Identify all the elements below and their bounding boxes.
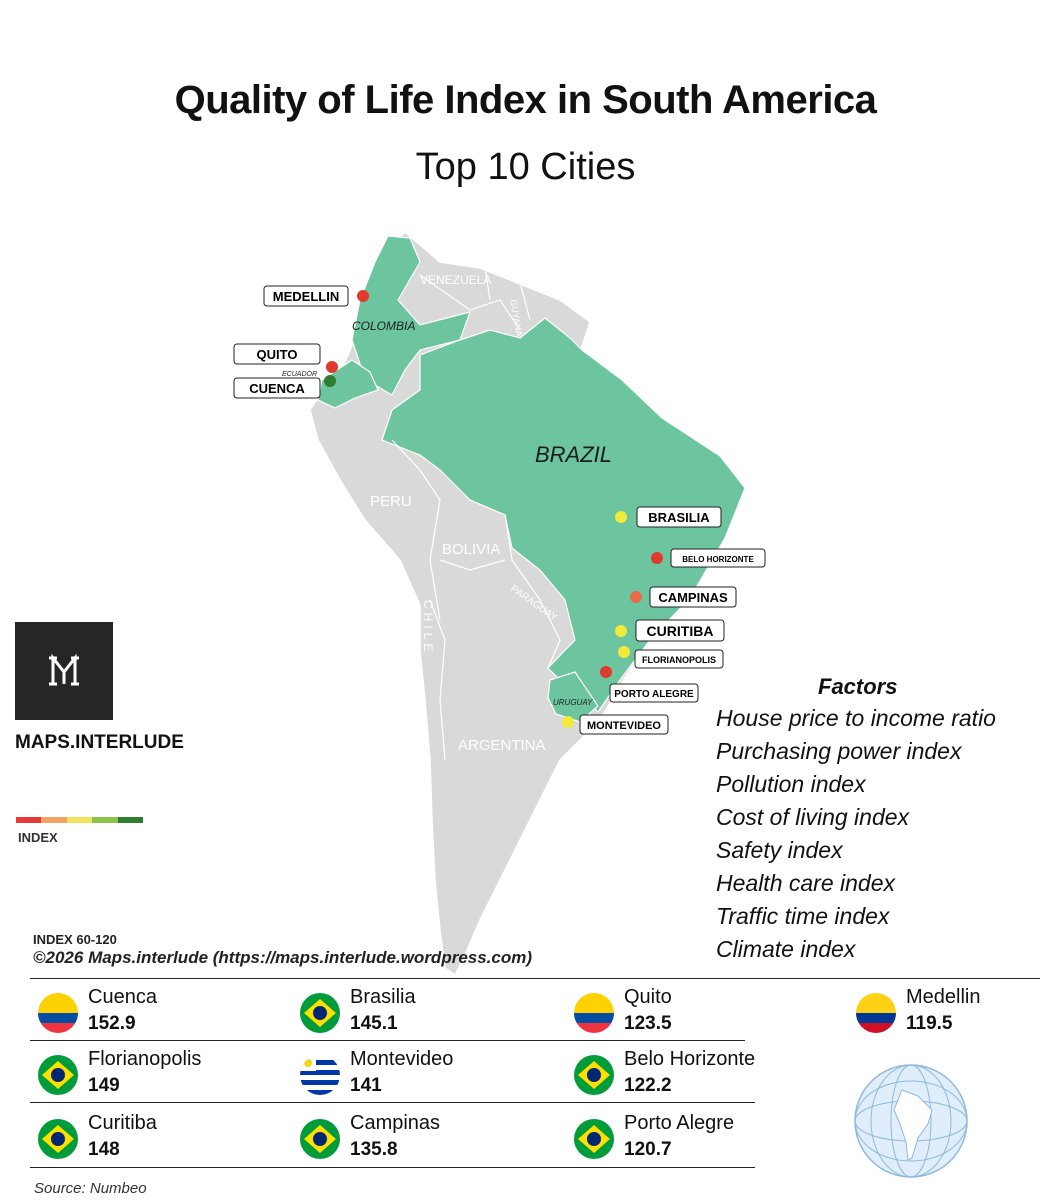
page-subtitle: Top 10 Cities: [415, 146, 636, 188]
south-america-map: VENEZUELA GUYANA COLOMBIA ECUADOR BRAZIL…: [233, 230, 766, 977]
svg-text:CAMPINAS: CAMPINAS: [658, 590, 728, 605]
brazil-flag-icon: [574, 1119, 614, 1159]
city-dot-cuenca: [324, 375, 336, 387]
brazil-flag-icon: [38, 1119, 78, 1159]
country-label-argentina: ARGENTINA: [458, 737, 546, 754]
svg-text:PORTO ALEGRE: PORTO ALEGRE: [614, 689, 694, 700]
svg-text:BRASILIA: BRASILIA: [648, 510, 710, 525]
ranking-card-medellin: Medellin 119.5: [856, 986, 1036, 1046]
factor-item: Cost of living index: [716, 804, 910, 830]
factor-item: House price to income ratio: [716, 705, 996, 731]
city-dot-quito: [326, 361, 338, 373]
svg-text:QUITO: QUITO: [257, 347, 298, 362]
index-range: INDEX 60-120: [33, 932, 117, 947]
city-label-curitiba: CURITIBA: [635, 619, 725, 642]
source-note: Source: Numbeo: [34, 1180, 147, 1197]
globe-south-america-icon: [854, 1064, 968, 1178]
ecuador-flag-icon: [574, 993, 614, 1033]
city-dot-montevideo: [562, 716, 574, 728]
city-label-medellin: MEDELLIN: [263, 285, 349, 307]
divider-row2: [30, 1102, 755, 1103]
divider-row3: [30, 1167, 755, 1168]
svg-text:MEDELLIN: MEDELLIN: [273, 289, 339, 304]
city-dot-florianopolis: [618, 646, 630, 658]
index-legend-label: INDEX: [18, 830, 58, 845]
brazil-flag-icon: [574, 1055, 614, 1095]
svg-text:CUENCA: CUENCA: [249, 381, 305, 396]
svg-text:MONTEVIDEO: MONTEVIDEO: [587, 720, 661, 732]
city-dot-campinas: [630, 591, 642, 603]
city-label-cuenca: CUENCA: [233, 377, 321, 399]
country-label-uruguay: URUGUAY: [553, 698, 593, 707]
country-label-peru: PERU: [370, 493, 412, 510]
ranking-card-quito: Quito 123.5: [574, 986, 814, 1046]
brazil-flag-icon: [300, 993, 340, 1033]
ranking-card-porto-alegre: Porto Alegre 120.7: [574, 1112, 814, 1172]
city-label-montevideo: MONTEVIDEO: [579, 714, 669, 735]
brand-name: MAPS.INTERLUDE: [15, 732, 184, 753]
country-label-colombia: COLOMBIA: [352, 319, 415, 333]
colombia-flag-icon: [856, 993, 896, 1033]
city-dot-brasilia: [615, 511, 627, 523]
city-dot-medellin: [357, 290, 369, 302]
factor-item: Pollution index: [716, 771, 866, 797]
ranking-card-cuenca: Cuenca 152.9: [38, 986, 278, 1046]
factor-item: Traffic time index: [716, 903, 890, 929]
city-dot-curitiba: [615, 625, 627, 637]
ecuador-flag-icon: [38, 993, 78, 1033]
ecuador-region: [317, 359, 379, 409]
svg-text:FLORIANOPOLIS: FLORIANOPOLIS: [642, 655, 716, 665]
divider-top: [30, 978, 1040, 979]
ranking-card-brasilia: Brasilia 145.1: [300, 986, 540, 1046]
ranking-card-montevideo: Montevideo 141: [300, 1048, 540, 1108]
ranking-card-curitiba: Curitiba 148: [38, 1112, 278, 1172]
uruguay-flag-icon: [300, 1055, 340, 1095]
factor-item: Purchasing power index: [716, 738, 962, 764]
city-label-brasilia: BRASILIA: [636, 506, 722, 528]
factor-item: Health care index: [716, 870, 895, 896]
ranking-card-campinas: Campinas 135.8: [300, 1112, 540, 1172]
ranking-card-florianopolis: Florianopolis 149: [38, 1048, 278, 1108]
factor-item: Climate index: [716, 936, 856, 962]
city-dot-belo-horizonte: [651, 552, 663, 564]
country-label-venezuela: VENEZUELA: [420, 273, 491, 287]
colombia-region: [351, 235, 471, 396]
city-dot-porto-alegre: [600, 666, 612, 678]
svg-text:BELO HORIZONTE: BELO HORIZONTE: [682, 555, 754, 564]
page-title: Quality of Life Index in South America: [174, 78, 877, 122]
city-label-porto-alegre: PORTO ALEGRE: [609, 683, 699, 703]
copyright-text: ©2026 Maps.interlude (https://maps.inter…: [33, 948, 533, 967]
city-label-quito: QUITO: [233, 343, 321, 365]
svg-text:CURITIBA: CURITIBA: [647, 623, 714, 639]
factor-item: Safety index: [716, 837, 843, 863]
brazil-flag-icon: [38, 1055, 78, 1095]
factors-title: Factors: [818, 674, 898, 699]
factors-list: House price to income ratio Purchasing p…: [716, 702, 996, 966]
brand-logo: [15, 622, 113, 720]
country-label-bolivia: BOLIVIA: [442, 541, 500, 558]
divider-row1: [30, 1040, 745, 1041]
brazil-flag-icon: [300, 1119, 340, 1159]
m-logo-icon: [49, 653, 79, 686]
country-label-ecuador: ECUADOR: [282, 371, 317, 378]
country-label-chile: CHILE: [421, 600, 435, 655]
city-label-belo-horizonte: BELO HORIZONTE: [670, 548, 766, 568]
index-legend-bar: [16, 817, 144, 823]
ranking-card-belo-horizonte: Belo Horizonte 122.2: [574, 1048, 814, 1108]
city-label-florianopolis: FLORIANOPOLIS: [634, 649, 724, 669]
country-label-brazil: BRAZIL: [535, 442, 612, 467]
city-label-campinas: CAMPINAS: [649, 586, 737, 608]
